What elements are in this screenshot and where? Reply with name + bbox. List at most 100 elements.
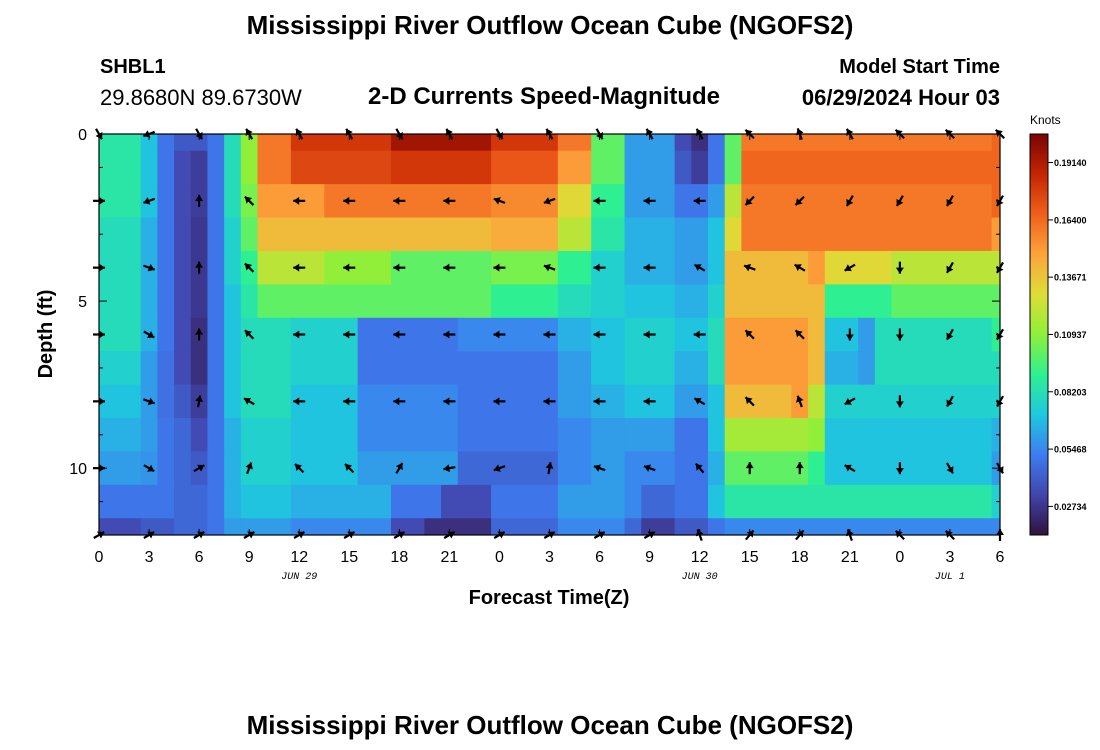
x-date-label: JUN 30 bbox=[682, 572, 718, 583]
heatmap-cell bbox=[357, 317, 459, 352]
heatmap-cell bbox=[207, 351, 225, 386]
x-tick-label: 21 bbox=[440, 549, 458, 566]
heatmap-cell bbox=[724, 418, 809, 453]
heatmap-cell bbox=[741, 134, 993, 152]
vector-head bbox=[195, 194, 204, 201]
heatmap-cell bbox=[140, 150, 158, 185]
heatmap-cell bbox=[99, 317, 142, 352]
heatmap-cell bbox=[140, 134, 158, 152]
axes: 0 3 6 9 12 15 18 21 0 3 6 9 12 15 18 21 0 3 6 JUN 29 JUN 30 J… bbox=[69, 127, 1004, 583]
current-vector bbox=[844, 263, 856, 272]
heatmap-cell bbox=[99, 184, 142, 219]
x-tick-label: 9 bbox=[645, 549, 654, 566]
y-axis-label: Depth (ft) bbox=[35, 290, 57, 379]
current-vector bbox=[945, 395, 954, 408]
vector-head bbox=[393, 397, 400, 406]
vector-head bbox=[293, 196, 300, 205]
heatmap-cell bbox=[207, 317, 225, 352]
heatmap-cell bbox=[674, 418, 709, 453]
vector-head bbox=[745, 129, 753, 137]
heatmap-cell bbox=[99, 484, 142, 519]
heatmap-cell bbox=[808, 250, 826, 285]
heatmap-cell bbox=[991, 317, 1000, 352]
heatmap-cell bbox=[224, 184, 242, 219]
current-vector bbox=[593, 464, 606, 472]
current-vector bbox=[143, 464, 155, 473]
current-vector bbox=[443, 196, 456, 205]
heatmap-cell bbox=[457, 317, 559, 352]
heatmap-cell bbox=[207, 250, 225, 285]
current-vector bbox=[244, 262, 255, 273]
current-vector bbox=[493, 397, 506, 406]
heatmap-cell bbox=[224, 250, 242, 285]
current-vector bbox=[794, 195, 805, 206]
heatmap-cell bbox=[224, 351, 242, 386]
vector-head bbox=[343, 196, 350, 205]
heatmap-cell bbox=[290, 484, 392, 519]
current-vector bbox=[744, 329, 755, 340]
current-vector bbox=[395, 462, 404, 474]
heatmap-cell bbox=[157, 351, 175, 386]
heatmap-cell bbox=[824, 384, 993, 419]
heatmap-cell bbox=[224, 317, 242, 352]
heatmap-cell bbox=[491, 217, 559, 252]
vector-head bbox=[693, 330, 700, 339]
heatmap-cell bbox=[207, 384, 225, 419]
heatmap-cell bbox=[624, 418, 676, 453]
current-vector bbox=[744, 195, 755, 206]
heatmap-cell bbox=[557, 418, 592, 453]
heatmap-cell bbox=[424, 518, 492, 535]
heatmap-cell bbox=[240, 484, 292, 519]
current-vector bbox=[593, 263, 606, 272]
current-vector bbox=[143, 330, 155, 339]
heatmap-cell bbox=[824, 418, 993, 453]
vector-head bbox=[643, 330, 650, 339]
heatmap-cell bbox=[190, 351, 209, 386]
vector-head bbox=[995, 129, 1003, 137]
heatmap-cell bbox=[157, 150, 175, 185]
model-start-value: 06/29/2024 Hour 03 bbox=[801, 85, 1000, 110]
heatmap-cell bbox=[240, 134, 259, 152]
heatmap-cell bbox=[207, 418, 225, 453]
heatmap-cell bbox=[858, 351, 876, 386]
vector-head bbox=[694, 397, 702, 405]
heatmap-cell bbox=[257, 284, 492, 319]
heatmap-cell bbox=[641, 484, 676, 519]
current-vector bbox=[945, 195, 954, 207]
heatmap-cell bbox=[674, 351, 709, 386]
vector-head bbox=[493, 330, 500, 339]
y-tick-label: 10 bbox=[69, 461, 87, 478]
vector-head bbox=[593, 263, 600, 272]
heatmap-cell bbox=[174, 384, 192, 419]
heatmap-cell bbox=[708, 451, 726, 486]
heatmap-cell bbox=[224, 418, 242, 453]
x-tick-label: 6 bbox=[996, 549, 1005, 566]
vector-head bbox=[343, 330, 350, 339]
x-tick-label: 18 bbox=[791, 549, 809, 566]
x-tick-label: 0 bbox=[495, 549, 504, 566]
current-vector bbox=[593, 330, 606, 339]
heatmap-cell bbox=[808, 317, 826, 352]
current-vector bbox=[945, 261, 954, 274]
vector-head bbox=[694, 264, 702, 272]
colorbar-unit: Knots bbox=[1030, 113, 1061, 127]
vector-head bbox=[643, 397, 650, 406]
vector-head bbox=[543, 330, 550, 339]
current-vector bbox=[193, 464, 205, 473]
heatmap-cell bbox=[557, 250, 592, 285]
vector-head bbox=[393, 263, 400, 272]
current-vector bbox=[393, 397, 406, 406]
vector-head bbox=[844, 397, 852, 405]
plot-title: 2-D Currents Speed-Magnitude bbox=[368, 83, 721, 110]
vector-head bbox=[393, 196, 400, 205]
heatmap-cell bbox=[290, 518, 392, 535]
current-vector bbox=[545, 462, 554, 475]
current-vector bbox=[895, 195, 904, 207]
heatmap-cell bbox=[174, 284, 192, 319]
vector-head bbox=[443, 464, 451, 473]
current-vector bbox=[794, 263, 806, 272]
current-vector bbox=[195, 395, 204, 408]
heatmap-cell bbox=[157, 317, 175, 352]
current-vector bbox=[293, 330, 306, 339]
heatmap-cell bbox=[991, 518, 1000, 535]
